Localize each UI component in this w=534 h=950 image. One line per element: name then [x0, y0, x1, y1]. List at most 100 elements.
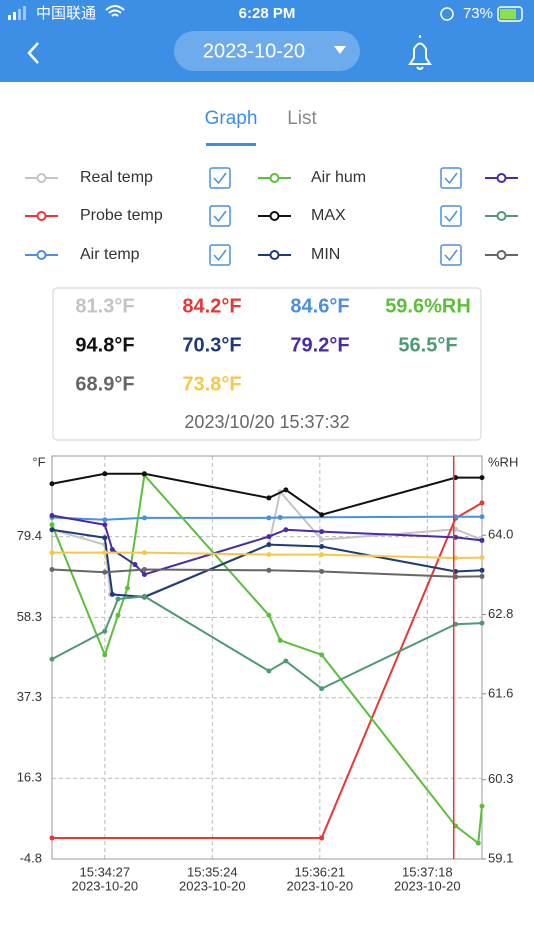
legend-item[interactable] [485, 173, 518, 183]
x-tick-date: 2023-10-20 [394, 878, 461, 893]
date-picker[interactable] [174, 31, 360, 71]
back-button[interactable] [27, 42, 39, 64]
x-tick-label: 15:34:27 [80, 864, 131, 879]
legend-item[interactable] [485, 211, 518, 221]
data-point [479, 475, 485, 481]
legend-item[interactable]: Air hum [258, 167, 462, 189]
checkbox[interactable] [209, 167, 231, 189]
checkbox[interactable] [440, 244, 462, 266]
checkbox[interactable] [440, 167, 462, 189]
carrier: 中国联通 [36, 5, 96, 22]
data-point [49, 481, 55, 487]
data-point [266, 612, 272, 618]
readout-value: 94.8°F [75, 334, 134, 356]
checkmark [213, 210, 227, 223]
data-point [102, 628, 108, 634]
tab-list[interactable]: List [287, 108, 317, 129]
date-text[interactable]: 2023-10-20 [203, 40, 305, 62]
legend-item[interactable]: MAX [258, 205, 462, 227]
readout-value: 73.8°F [182, 373, 241, 395]
legend-item[interactable]: Air temp [25, 244, 231, 266]
checkmark [444, 210, 458, 223]
data-point [266, 668, 272, 674]
y2-tick-label: 59.1 [488, 850, 513, 865]
checkbox[interactable] [440, 205, 462, 227]
legend-item[interactable]: MIN [258, 244, 462, 266]
readout-value: 56.5°F [398, 334, 457, 356]
dropdown-arrow[interactable] [334, 46, 346, 54]
data-point [102, 569, 108, 575]
tab-graph[interactable]: Graph [205, 108, 258, 129]
y-tick-label: 58.3 [17, 609, 42, 624]
battery-icon [497, 6, 523, 22]
data-point [102, 517, 108, 523]
legend-item[interactable]: Probe temp [25, 205, 231, 227]
series-line [52, 502, 483, 839]
checkmark [444, 249, 458, 262]
data-point [283, 487, 289, 493]
data-point [49, 513, 55, 519]
readout-box [52, 287, 482, 441]
battery-level [500, 9, 516, 19]
data-point [479, 537, 485, 543]
data-point [141, 572, 147, 578]
data-point [319, 552, 325, 558]
lock-icon [440, 7, 454, 21]
header-bg [0, 0, 534, 82]
x-tick-label: 15:35:24 [187, 864, 238, 879]
data-point [132, 562, 138, 568]
data-point [479, 620, 485, 626]
legend-marker [269, 250, 280, 260]
data-point [49, 835, 55, 841]
checkbox[interactable] [209, 205, 231, 227]
readout-value: 84.2°F [182, 295, 241, 317]
x-tick-label: 15:37:18 [402, 864, 453, 879]
data-point [141, 471, 147, 477]
y2-tick-label: 64.0 [488, 527, 513, 542]
legend-marker [496, 211, 507, 221]
legend-label: Probe temp [80, 207, 163, 224]
data-point [475, 840, 481, 846]
tab-underline [206, 143, 256, 146]
data-point [49, 527, 55, 533]
checkmark [213, 249, 227, 262]
y-axis-label: °F [32, 454, 45, 469]
data-point [102, 471, 108, 477]
data-point [266, 495, 272, 501]
checkbox[interactable] [209, 244, 231, 266]
wifi-icon [105, 5, 125, 17]
legend-marker [269, 211, 280, 221]
legend-item[interactable] [485, 250, 518, 260]
data-point [49, 567, 55, 573]
legend-label: Air hum [311, 169, 366, 186]
data-point [49, 522, 55, 528]
data-point [141, 593, 147, 599]
data-point [277, 637, 283, 643]
readout-value: 81.3°F [75, 295, 134, 317]
legend-marker [496, 173, 507, 183]
data-point [102, 550, 108, 556]
data-point [141, 550, 147, 556]
series-line [51, 528, 483, 599]
data-point [102, 652, 108, 658]
data-point [102, 522, 108, 528]
data-point [319, 835, 325, 841]
readout-value: 79.2°F [290, 334, 349, 356]
legend-item[interactable]: Real temp [25, 167, 231, 189]
readout-time: 2023/10/20 15:37:32 [184, 412, 349, 432]
data-point [319, 537, 325, 543]
data-point [319, 686, 325, 692]
x-tick-date: 2023-10-20 [72, 878, 139, 893]
data-point [266, 552, 272, 558]
data-point [266, 567, 272, 573]
legend-label: MAX [311, 207, 346, 224]
checkmark [444, 172, 458, 185]
bell-button[interactable] [408, 35, 432, 70]
data-point [283, 527, 289, 533]
y-tick-label: 79.4 [17, 528, 42, 543]
legend-marker [269, 173, 280, 183]
clock: 6:28 PM [239, 5, 296, 22]
legend-marker [36, 250, 47, 260]
data-point [277, 514, 283, 520]
